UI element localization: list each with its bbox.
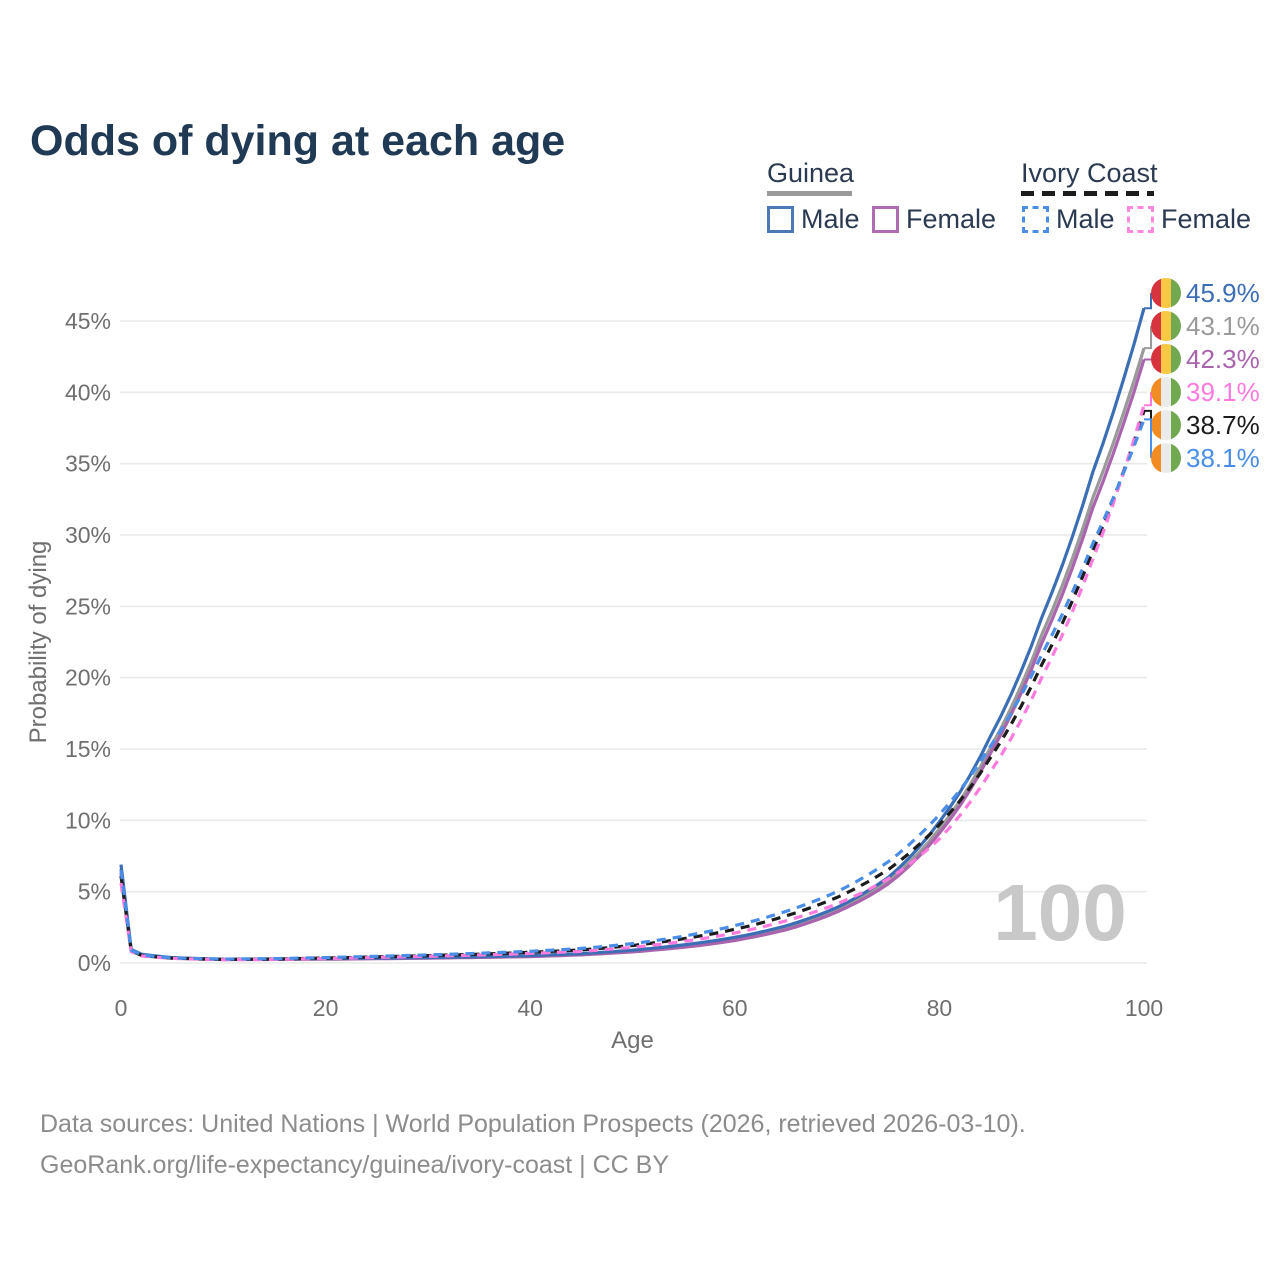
flag-icon-ivory-coast (1151, 377, 1181, 407)
end-value-label: 38.1% (1186, 443, 1260, 473)
x-tick-label: 100 (1125, 995, 1163, 1021)
legend-item-guinea-female[interactable]: Female (872, 204, 996, 235)
end-value-label: 43.1% (1186, 311, 1260, 341)
flag-icon-ivory-coast (1151, 443, 1181, 473)
data-sources-line: Data sources: United Nations | World Pop… (40, 1110, 1026, 1138)
end-value-label: 38.7% (1186, 410, 1260, 440)
legend-item-label: Male (801, 204, 860, 234)
attribution-line: GeoRank.org/life-expectancy/guinea/ivory… (40, 1151, 670, 1179)
x-tick-label: 20 (313, 995, 339, 1021)
page-title: Odds of dying at each age (30, 116, 566, 165)
x-tick-label: 80 (927, 995, 953, 1021)
legend-item-ivory-coast-male[interactable]: Male (1022, 204, 1115, 235)
guinea-female-swatch[interactable] (872, 206, 899, 233)
y-axis-title: Probability of dying (25, 541, 52, 744)
flag-icon-guinea (1151, 278, 1181, 308)
x-axis-title: Age (611, 1027, 654, 1054)
end-value-label: 39.1% (1186, 377, 1260, 407)
end-label-connector (1144, 326, 1152, 350)
series-line-ivory-coast-male (119, 418, 1146, 961)
age-watermark: 100 (993, 868, 1126, 957)
legend-item-guinea-male[interactable]: Male (767, 204, 860, 235)
legend-group-guinea-title: Guinea (767, 158, 855, 188)
end-label-connector (1144, 293, 1152, 310)
legend-item-label: Female (906, 204, 997, 234)
y-tick-label: 40% (65, 379, 111, 405)
y-tick-label: 15% (65, 736, 111, 762)
y-tick-label: 20% (65, 665, 111, 691)
end-value-label: 42.3% (1186, 344, 1260, 374)
y-tick-label: 45% (65, 308, 111, 334)
ivory-coast-female-swatch[interactable] (1127, 206, 1154, 233)
flag-icon-ivory-coast (1151, 410, 1181, 440)
legend-guinea-line-swatch (767, 191, 852, 196)
legend-item-label: Female (1161, 204, 1252, 234)
y-tick-label: 10% (65, 807, 111, 833)
x-tick-label: 0 (115, 995, 128, 1021)
y-tick-label: 0% (78, 950, 111, 976)
series-line-guinea-male (119, 307, 1146, 961)
line-chart-plot: 0% 5% 10% 15% 20% 25% 30% 35% 40% 45% 0 20 40 60 80 100… (25, 278, 1260, 1054)
legend-item-label: Male (1056, 204, 1115, 234)
y-tick-label: 25% (65, 593, 111, 619)
end-label-connector (1144, 409, 1152, 425)
y-tick-label: 5% (78, 879, 111, 905)
y-tick-label: 35% (65, 451, 111, 477)
series-line-ivory-coast-total (119, 410, 1146, 961)
legend-group-ivory-coast-title: Ivory Coast (1021, 158, 1158, 188)
end-label-connector (1144, 418, 1152, 458)
flag-icon-guinea (1151, 311, 1181, 341)
end-label-connector (1144, 392, 1152, 407)
ivory-coast-male-swatch[interactable] (1022, 206, 1049, 233)
chart-footer: Data sources: United Nations | World Pop… (40, 1104, 1026, 1186)
series-line-guinea-female (119, 359, 1146, 962)
end-value-label: 45.9% (1186, 278, 1260, 308)
legend-ivory-coast-line-swatch (1021, 191, 1154, 196)
x-tick-label: 40 (517, 995, 543, 1021)
legend-item-ivory-coast-female[interactable]: Female (1127, 204, 1251, 235)
series-line-guinea-total (119, 347, 1146, 961)
x-tick-label: 60 (722, 995, 748, 1021)
end-label-connector (1144, 358, 1152, 361)
y-tick-label: 30% (65, 522, 111, 548)
guinea-male-swatch[interactable] (767, 206, 794, 233)
series-line-ivory-coast-female (119, 404, 1146, 962)
flag-icon-guinea (1151, 344, 1181, 374)
